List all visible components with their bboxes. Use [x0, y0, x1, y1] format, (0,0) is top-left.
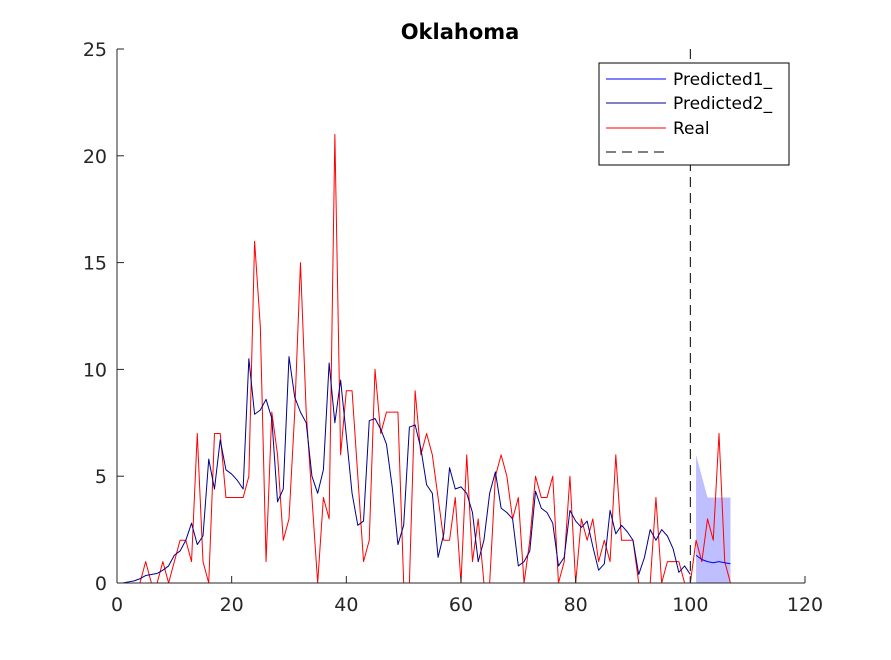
y-tick-label: 5: [95, 466, 107, 488]
y-tick-label: 25: [83, 39, 107, 61]
x-tick-label: 120: [787, 594, 823, 616]
x-tick-label: 80: [564, 594, 588, 616]
x-tick-label: 0: [111, 594, 123, 616]
series-line-predicted2: [122, 356, 691, 584]
series-line-real: [122, 133, 731, 584]
x-tick-label: 20: [220, 594, 244, 616]
legend-label-real: Real: [673, 119, 710, 139]
chart-title: Oklahoma: [401, 20, 520, 44]
y-tick-label: 15: [83, 253, 107, 275]
legend-label-predicted2: Predicted2_: [673, 94, 773, 114]
x-tick-label: 40: [334, 594, 358, 616]
axes: 0 20 40 60 80 100 120 0 5 10 15 20 25: [83, 39, 823, 616]
y-tick-label: 0: [95, 573, 107, 595]
series-line-predicted1: [695, 554, 731, 565]
legend: Predicted1_ Predicted2_ Real: [598, 62, 790, 166]
legend-label-predicted1: Predicted1_: [673, 70, 773, 90]
y-tick-label: 20: [83, 146, 107, 168]
x-tick-label: 100: [672, 594, 708, 616]
legend-box: [598, 62, 790, 166]
prediction-band: [696, 454, 731, 583]
y-tick-label: 10: [83, 359, 107, 381]
x-tick-label: 60: [449, 594, 473, 616]
